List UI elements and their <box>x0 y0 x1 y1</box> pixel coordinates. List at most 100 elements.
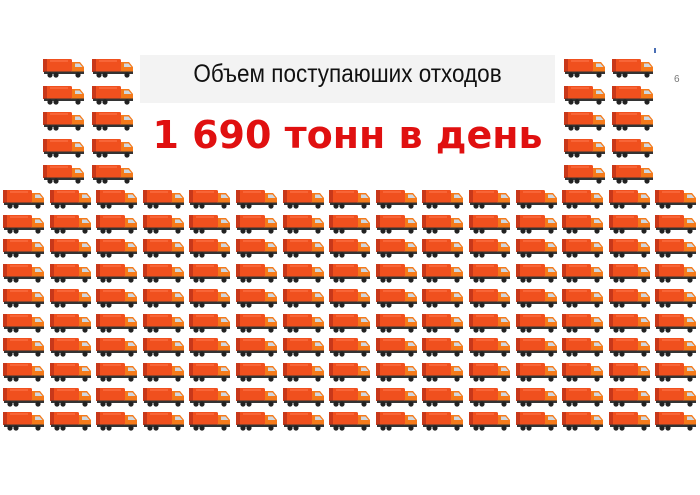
garbage-truck-icon <box>654 236 699 259</box>
garbage-truck-icon <box>561 385 606 408</box>
garbage-truck-icon <box>235 409 280 432</box>
garbage-truck-icon <box>608 360 653 383</box>
garbage-truck-icon <box>188 236 233 259</box>
garbage-truck-icon <box>49 286 94 309</box>
garbage-truck-icon <box>95 236 140 259</box>
garbage-truck-icon <box>421 385 466 408</box>
garbage-truck-icon <box>328 212 373 235</box>
garbage-truck-icon <box>561 261 606 284</box>
garbage-truck-icon <box>515 236 560 259</box>
garbage-truck-icon <box>282 212 327 235</box>
garbage-truck-icon <box>654 385 699 408</box>
garbage-truck-icon <box>608 212 653 235</box>
garbage-truck-icon <box>142 236 187 259</box>
garbage-truck-icon <box>468 385 513 408</box>
garbage-truck-icon <box>2 311 47 334</box>
garbage-truck-icon <box>611 56 656 79</box>
garbage-truck-icon <box>42 162 87 185</box>
garbage-truck-icon <box>282 360 327 383</box>
garbage-truck-icon <box>282 335 327 358</box>
garbage-truck-icon <box>515 409 560 432</box>
garbage-truck-icon <box>421 236 466 259</box>
garbage-truck-icon <box>561 187 606 210</box>
garbage-truck-icon <box>515 261 560 284</box>
garbage-truck-icon <box>282 286 327 309</box>
garbage-truck-icon <box>235 335 280 358</box>
garbage-truck-icon <box>421 335 466 358</box>
garbage-truck-icon <box>561 360 606 383</box>
garbage-truck-icon <box>91 109 136 132</box>
garbage-truck-icon <box>42 109 87 132</box>
garbage-truck-icon <box>375 360 420 383</box>
garbage-truck-icon <box>49 311 94 334</box>
garbage-truck-icon <box>561 335 606 358</box>
garbage-truck-icon <box>142 187 187 210</box>
garbage-truck-icon <box>235 360 280 383</box>
garbage-truck-icon <box>515 212 560 235</box>
garbage-truck-icon <box>2 385 47 408</box>
garbage-truck-icon <box>142 286 187 309</box>
garbage-truck-icon <box>95 335 140 358</box>
garbage-truck-icon <box>468 187 513 210</box>
headline-waste-volume: 1 690 тонн в день <box>152 113 543 157</box>
garbage-truck-icon <box>188 385 233 408</box>
garbage-truck-icon <box>188 409 233 432</box>
garbage-truck-icon <box>515 286 560 309</box>
garbage-truck-icon <box>515 311 560 334</box>
title-box <box>140 55 555 103</box>
garbage-truck-icon <box>91 136 136 159</box>
garbage-truck-icon <box>282 311 327 334</box>
garbage-truck-icon <box>95 409 140 432</box>
garbage-truck-icon <box>188 286 233 309</box>
garbage-truck-icon <box>468 261 513 284</box>
garbage-truck-icon <box>235 236 280 259</box>
garbage-truck-icon <box>421 212 466 235</box>
garbage-truck-icon <box>2 286 47 309</box>
garbage-truck-icon <box>375 335 420 358</box>
garbage-truck-icon <box>468 335 513 358</box>
garbage-truck-icon <box>328 286 373 309</box>
garbage-truck-icon <box>375 286 420 309</box>
garbage-truck-icon <box>235 286 280 309</box>
garbage-truck-icon <box>468 311 513 334</box>
garbage-truck-icon <box>611 162 656 185</box>
garbage-truck-icon <box>142 360 187 383</box>
garbage-truck-icon <box>654 360 699 383</box>
garbage-truck-icon <box>42 56 87 79</box>
garbage-truck-icon <box>95 385 140 408</box>
garbage-truck-icon <box>235 187 280 210</box>
garbage-truck-icon <box>421 360 466 383</box>
slide-title: Объем поступаюших отходов <box>193 60 502 88</box>
garbage-truck-icon <box>91 162 136 185</box>
garbage-truck-icon <box>282 385 327 408</box>
garbage-truck-icon <box>2 236 47 259</box>
garbage-truck-icon <box>654 212 699 235</box>
garbage-truck-icon <box>468 236 513 259</box>
garbage-truck-icon <box>611 83 656 106</box>
garbage-truck-icon <box>608 236 653 259</box>
garbage-truck-icon <box>49 187 94 210</box>
garbage-truck-icon <box>561 212 606 235</box>
garbage-truck-icon <box>375 261 420 284</box>
garbage-truck-icon <box>608 385 653 408</box>
garbage-truck-icon <box>375 409 420 432</box>
garbage-truck-icon <box>188 360 233 383</box>
garbage-truck-icon <box>49 360 94 383</box>
garbage-truck-icon <box>654 409 699 432</box>
garbage-truck-icon <box>654 335 699 358</box>
garbage-truck-icon <box>188 335 233 358</box>
garbage-truck-icon <box>608 187 653 210</box>
garbage-truck-icon <box>515 360 560 383</box>
garbage-truck-icon <box>328 187 373 210</box>
garbage-truck-icon <box>188 212 233 235</box>
garbage-truck-icon <box>421 286 466 309</box>
garbage-truck-icon <box>282 409 327 432</box>
garbage-truck-icon <box>654 286 699 309</box>
garbage-truck-icon <box>375 212 420 235</box>
garbage-truck-icon <box>2 261 47 284</box>
garbage-truck-icon <box>328 261 373 284</box>
garbage-truck-icon <box>2 360 47 383</box>
garbage-truck-icon <box>142 385 187 408</box>
garbage-truck-icon <box>142 212 187 235</box>
garbage-truck-icon <box>142 409 187 432</box>
